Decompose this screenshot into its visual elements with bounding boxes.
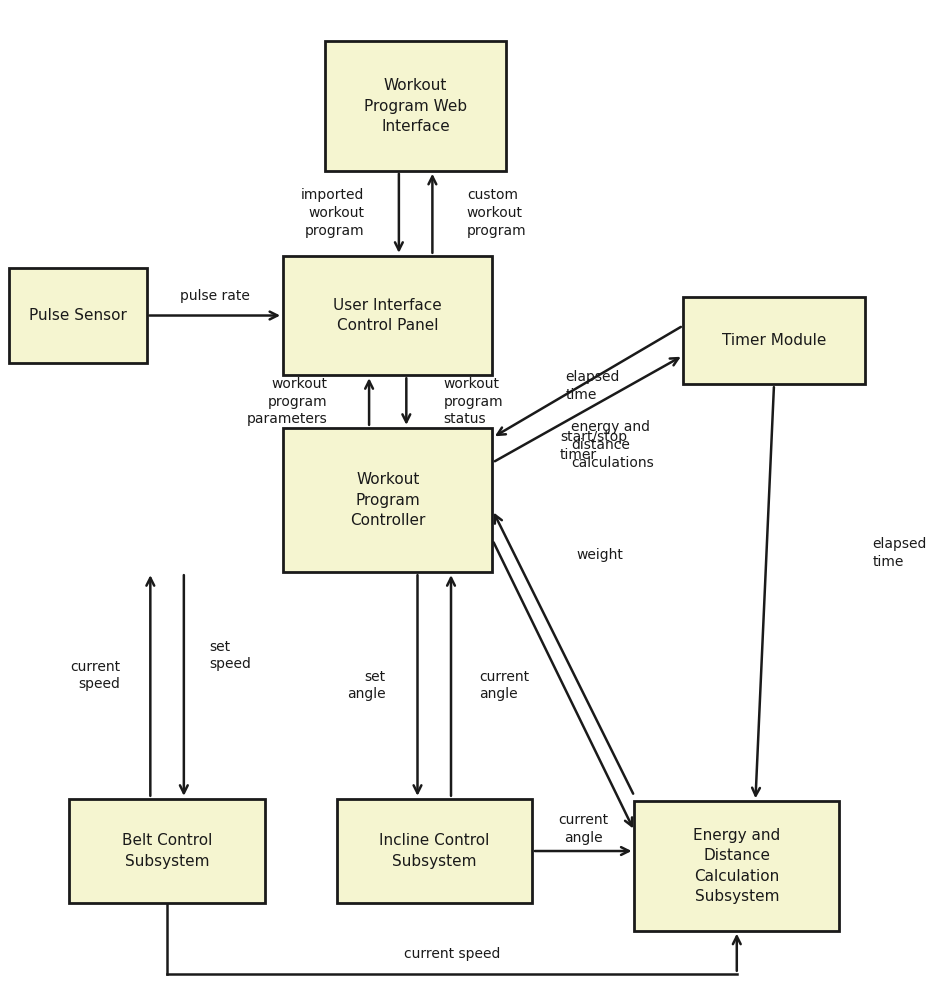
Bar	[683, 297, 865, 384]
Text: current
speed: current speed	[71, 660, 120, 691]
Text: set
speed: set speed	[209, 640, 251, 671]
Text: Pulse Sensor: Pulse Sensor	[29, 308, 127, 323]
Text: imported
workout
program: imported workout program	[301, 188, 364, 238]
Text: workout
program
status: workout program status	[443, 377, 503, 426]
Bar	[337, 799, 532, 903]
Text: start/stop
timer: start/stop timer	[560, 430, 627, 462]
Text: weight: weight	[577, 548, 624, 562]
Text: set
angle: set angle	[347, 670, 386, 701]
Text: pulse rate: pulse rate	[180, 289, 249, 303]
Text: Workout
Program
Controller: Workout Program Controller	[350, 472, 425, 528]
Text: Workout
Program Web
Interface: Workout Program Web Interface	[364, 78, 467, 134]
Text: current speed: current speed	[404, 947, 500, 961]
Bar	[634, 801, 839, 931]
Bar	[70, 799, 264, 903]
Text: Incline Control
Subsystem: Incline Control Subsystem	[379, 833, 489, 869]
Bar	[283, 256, 492, 375]
Bar	[8, 268, 147, 363]
Text: Timer Module: Timer Module	[722, 333, 826, 348]
Text: energy and
distance
calculations: energy and distance calculations	[571, 420, 654, 470]
Text: current
angle: current angle	[558, 813, 608, 845]
Text: workout
program
parameters: workout program parameters	[247, 377, 327, 426]
Text: Energy and
Distance
Calculation
Subsystem: Energy and Distance Calculation Subsyste…	[694, 828, 780, 904]
Text: current
angle: current angle	[479, 670, 529, 701]
Bar	[325, 41, 506, 171]
Text: elapsed
time: elapsed time	[872, 537, 927, 569]
Bar	[283, 428, 492, 572]
Text: User Interface
Control Panel: User Interface Control Panel	[333, 298, 442, 333]
Text: custom
workout
program: custom workout program	[467, 188, 526, 238]
Text: elapsed
time: elapsed time	[566, 370, 620, 402]
Text: Belt Control
Subsystem: Belt Control Subsystem	[122, 833, 213, 869]
